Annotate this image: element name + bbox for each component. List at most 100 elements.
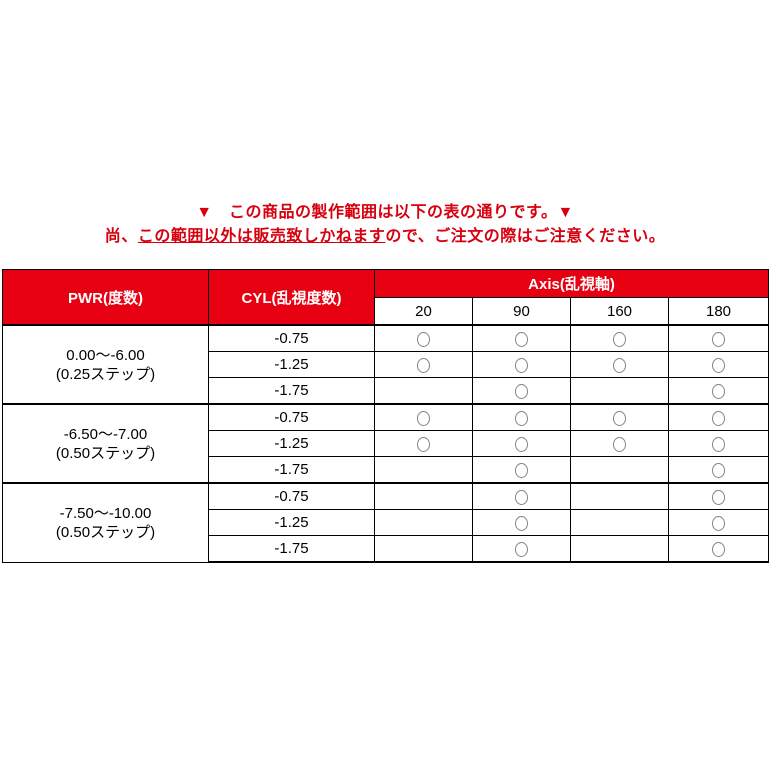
available-circle-icon (613, 410, 626, 426)
cyl-value-cell: -1.25 (208, 430, 375, 457)
axis-col-header-20: 20 (374, 297, 473, 326)
table-row: 0.00～-6.00 (0.25ステップ) -0.75 (2, 324, 769, 405)
availability-cell-available (472, 377, 571, 405)
cyl-value-cell: -0.75 (208, 403, 375, 431)
availability-cell-available (472, 456, 571, 484)
available-circle-icon (712, 436, 725, 452)
available-circle-icon (712, 489, 725, 505)
availability-cell-available (570, 403, 669, 431)
available-circle-icon (515, 331, 528, 347)
pwr-range-cell: 0.00～-6.00 (0.25ステップ) (2, 324, 209, 405)
pwr-step-text: (0.50ステップ) (55, 444, 156, 462)
header-row-1: PWR(度数) CYL(乱視度数) Axis(乱視軸) (2, 269, 769, 326)
available-circle-icon (417, 331, 430, 347)
availability-cell-available (374, 324, 473, 352)
availability-cell-available (668, 324, 769, 352)
cyl-value-cell: -0.75 (208, 324, 375, 352)
availability-cell-available (668, 403, 769, 431)
available-circle-icon (417, 436, 430, 452)
available-circle-icon (712, 515, 725, 531)
availability-cell-available (472, 535, 571, 563)
availability-cell-empty (374, 456, 473, 484)
available-circle-icon (712, 462, 725, 478)
availability-cell-empty (570, 535, 669, 563)
pwr-range-cell: -6.50～-7.00 (0.50ステップ) (2, 403, 209, 484)
table-row: -1.25 (3, 509, 769, 536)
header-row-2: 20 90 160 180 (3, 297, 769, 326)
availability-cell-available (472, 482, 571, 510)
axis-column-header: Axis(乱視軸) (374, 269, 769, 298)
available-circle-icon (515, 357, 528, 373)
available-circle-icon (712, 331, 725, 347)
table-row: -6.50～-7.00 (0.50ステップ) -0.75 (2, 403, 769, 484)
pwr-step-text: (0.25ステップ) (55, 365, 156, 383)
availability-cell-available (472, 403, 571, 431)
available-circle-icon (417, 357, 430, 373)
pwr-column-header: PWR(度数) (2, 269, 209, 326)
production-range-table: PWR(度数) CYL(乱視度数) Axis(乱視軸) 20 90 160 18… (2, 269, 769, 563)
availability-cell-empty (374, 535, 473, 563)
available-circle-icon (712, 410, 725, 426)
availability-cell-available (668, 351, 769, 378)
availability-cell-available (668, 456, 769, 484)
availability-cell-available (668, 377, 769, 405)
table-row: -1.75 (3, 535, 769, 563)
availability-cell-empty (570, 377, 669, 405)
notice-line-1: ▼ この商品の製作範囲は以下の表の通りです。▼ (196, 204, 574, 221)
notice-line-2-prefix: 尚、 (104, 228, 138, 245)
availability-cell-available (570, 351, 669, 378)
notice-line-2-suffix: ので、ご注文の際はご注意ください。 (385, 228, 666, 245)
availability-cell-empty (374, 509, 473, 536)
availability-cell-available (374, 351, 473, 378)
available-circle-icon (515, 489, 528, 505)
availability-cell-available (374, 403, 473, 431)
pwr-range-cell: -7.50～-10.00 (0.50ステップ) (2, 482, 209, 563)
pwr-range-text: 0.00～-6.00 (66, 346, 145, 364)
availability-cell-available (570, 430, 669, 457)
table-body: 0.00～-6.00 (0.25ステップ) -0.75 -1.25 -1.75 -6.50… (2, 324, 769, 563)
table-row: -1.75 (3, 377, 769, 405)
available-circle-icon (515, 410, 528, 426)
availability-cell-available (472, 430, 571, 457)
available-circle-icon (712, 357, 725, 373)
availability-cell-empty (570, 456, 669, 484)
available-circle-icon (515, 515, 528, 531)
cyl-value-cell: -1.25 (208, 509, 375, 536)
availability-cell-available (570, 324, 669, 352)
notice-line-2: 尚、この範囲以外は販売致しかねますので、ご注文の際はご注意ください。 (0, 226, 770, 248)
availability-cell-empty (374, 377, 473, 405)
availability-cell-available (668, 430, 769, 457)
availability-cell-available (668, 509, 769, 536)
available-circle-icon (712, 541, 725, 557)
available-circle-icon (712, 383, 725, 399)
pwr-range-text: -7.50～-10.00 (59, 504, 152, 522)
available-circle-icon (515, 462, 528, 478)
available-circle-icon (515, 541, 528, 557)
axis-col-header-180: 180 (668, 297, 769, 326)
cyl-value-cell: -1.75 (208, 377, 375, 405)
axis-col-header-90: 90 (472, 297, 571, 326)
table-row: -1.25 (3, 351, 769, 378)
notice: ▼ この商品の製作範囲は以下の表の通りです。▼ 尚、この範囲以外は販売致しかねま… (0, 0, 770, 248)
cyl-value-cell: -1.75 (208, 456, 375, 484)
available-circle-icon (613, 357, 626, 373)
table-row: -1.25 (3, 430, 769, 457)
available-circle-icon (417, 410, 430, 426)
available-circle-icon (515, 383, 528, 399)
cyl-value-cell: -1.75 (208, 535, 375, 563)
availability-cell-empty (570, 509, 669, 536)
cyl-value-cell: -1.25 (208, 351, 375, 378)
axis-col-header-160: 160 (570, 297, 669, 326)
availability-cell-available (374, 430, 473, 457)
available-circle-icon (515, 436, 528, 452)
cyl-value-cell: -0.75 (208, 482, 375, 510)
availability-cell-available (668, 535, 769, 563)
availability-cell-available (472, 509, 571, 536)
available-circle-icon (613, 331, 626, 347)
availability-cell-empty (374, 482, 473, 510)
cyl-column-header: CYL(乱視度数) (208, 269, 375, 326)
availability-cell-available (668, 482, 769, 510)
available-circle-icon (613, 436, 626, 452)
availability-cell-empty (570, 482, 669, 510)
